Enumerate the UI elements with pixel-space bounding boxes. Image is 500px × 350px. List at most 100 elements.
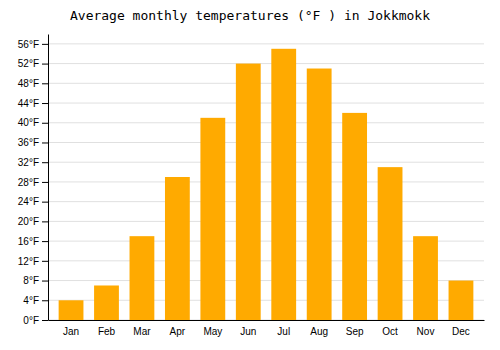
chart: Average monthly temperatures (°F ) in Jo… [0, 0, 500, 350]
y-tick: 4°F [23, 295, 48, 306]
y-tick-mark [42, 44, 48, 45]
y-axis: 0°F 4°F 8°F 12°F 16°F 20°F 24°F 28°F 32°F 36°F 40°… [18, 35, 49, 326]
y-tick-mark [42, 64, 48, 65]
y-tick: 16°F [18, 236, 48, 247]
y-tick-mark [42, 241, 48, 242]
x-axis-line [49, 320, 485, 321]
y-tick-mark [42, 182, 48, 183]
y-axis-line [48, 35, 49, 321]
grid-line [48, 43, 484, 44]
y-tick-label: 28°F [18, 177, 39, 188]
x-tick: Dec [452, 326, 470, 337]
x-tick-label: Apr [170, 326, 186, 337]
x-tick-label: Aug [310, 326, 328, 337]
bar [165, 177, 190, 320]
y-tick-label: 56°F [18, 39, 39, 50]
y-tick: 36°F [18, 137, 48, 148]
y-tick: 28°F [18, 177, 48, 188]
y-tick: 44°F [18, 98, 48, 109]
grid-line [48, 221, 484, 222]
x-tick: Aug [310, 326, 328, 337]
y-tick: 20°F [18, 216, 48, 227]
bar [271, 49, 296, 320]
x-tick: Nov [417, 326, 435, 337]
y-tick-label: 8°F [23, 275, 39, 286]
bars [59, 49, 474, 320]
y-tick-label: 20°F [18, 216, 39, 227]
y-tick: 0°F [23, 315, 48, 326]
y-tick-mark [42, 300, 48, 301]
y-tick-label: 24°F [18, 196, 39, 207]
y-tick-mark [42, 83, 48, 84]
bar [200, 118, 225, 320]
y-tick: 12°F [18, 256, 48, 267]
x-tick-label: Mar [133, 326, 151, 337]
y-tick-label: 16°F [18, 236, 39, 247]
x-tick: Feb [98, 326, 116, 337]
y-tick-label: 40°F [18, 117, 39, 128]
y-tick: 56°F [18, 39, 48, 50]
x-tick: Mar [133, 326, 151, 337]
bar [413, 236, 438, 320]
y-tick-mark [42, 281, 48, 282]
x-tick-label: Jan [63, 326, 79, 337]
x-tick: Jan [63, 326, 79, 337]
y-tick-mark [42, 162, 48, 163]
x-tick: Oct [382, 326, 398, 337]
y-tick: 48°F [18, 78, 48, 89]
y-tick-label: 52°F [18, 58, 39, 69]
grid-line [48, 201, 484, 202]
y-tick: 32°F [18, 157, 48, 168]
x-axis: Jan Feb Mar Apr May Jun Jul Aug Sep Oct Nov Dec [49, 321, 485, 338]
grid-line [48, 83, 484, 84]
y-tick: 40°F [18, 117, 48, 128]
x-tick-label: Jun [240, 326, 256, 337]
grid-line [48, 63, 484, 64]
y-tick-label: 36°F [18, 137, 39, 148]
y-tick-mark [42, 123, 48, 124]
bar [236, 64, 261, 320]
x-tick-label: May [203, 326, 222, 337]
bar [130, 236, 155, 320]
y-tick-label: 48°F [18, 78, 39, 89]
y-tick: 52°F [18, 58, 48, 69]
y-tick-label: 44°F [18, 98, 39, 109]
x-tick-label: Oct [382, 326, 398, 337]
y-tick-mark [42, 142, 48, 143]
y-tick-label: 0°F [23, 315, 39, 326]
y-tick-mark [42, 261, 48, 262]
x-tick-label: Jul [277, 326, 290, 337]
grid-line [48, 122, 484, 123]
y-tick-mark [42, 320, 48, 321]
y-tick-mark [42, 202, 48, 203]
bar [378, 167, 403, 320]
x-tick-label: Sep [346, 326, 364, 337]
x-tick: May [203, 326, 222, 337]
bar [94, 285, 119, 320]
x-tick-label: Nov [417, 326, 435, 337]
y-tick: 24°F [18, 196, 48, 207]
grid [48, 44, 484, 320]
title: Average monthly temperatures (°F ) in Jo… [70, 8, 430, 23]
grid-line [48, 162, 484, 163]
x-tick: Apr [170, 326, 186, 337]
x-tick-label: Dec [452, 326, 470, 337]
bar [59, 300, 84, 320]
grid-line [48, 181, 484, 182]
y-tick-label: 32°F [18, 157, 39, 168]
y-tick-label: 12°F [18, 256, 39, 267]
grid-line [48, 142, 484, 143]
bar [342, 113, 367, 320]
y-tick: 8°F [23, 275, 48, 286]
x-tick: Sep [346, 326, 364, 337]
plot: 0°F 4°F 8°F 12°F 16°F 20°F 24°F 28°F 32°F 36°F 40°… [18, 35, 485, 338]
y-tick-mark [42, 221, 48, 222]
bar [307, 69, 332, 320]
x-tick: Jun [240, 326, 256, 337]
x-tick: Jul [277, 326, 290, 337]
y-tick-label: 4°F [23, 295, 39, 306]
bar [449, 281, 474, 320]
grid-line [48, 103, 484, 104]
y-tick-mark [42, 103, 48, 104]
x-tick-label: Feb [98, 326, 116, 337]
